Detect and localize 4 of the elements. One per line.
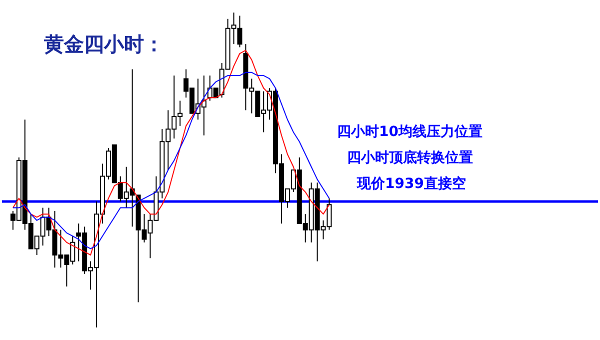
text: 四小时顶底转换位置	[347, 149, 473, 166]
text: 黄金四小时：	[43, 32, 164, 56]
text: 现价1939直接空	[356, 175, 466, 192]
text: 四小时10均线压力位置	[337, 124, 482, 140]
